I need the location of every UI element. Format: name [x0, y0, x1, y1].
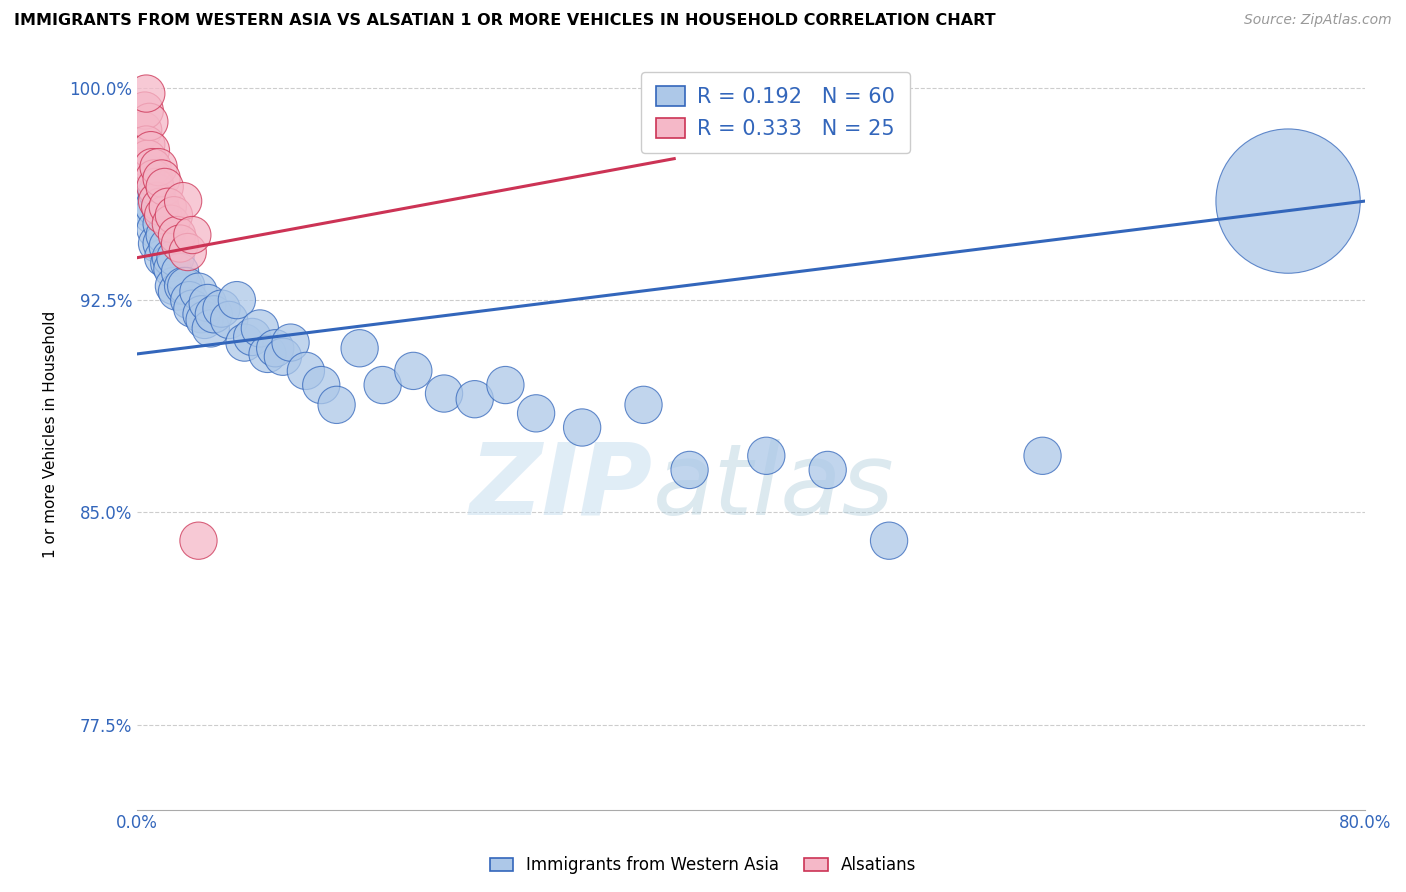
Point: [152, 208, 174, 222]
Point: [571, 420, 593, 434]
Point: [163, 208, 186, 222]
Point: [197, 296, 219, 310]
Point: [153, 228, 176, 243]
Point: [146, 194, 169, 208]
Point: [165, 251, 187, 265]
Point: [271, 350, 294, 364]
Point: [166, 285, 188, 299]
Point: [678, 463, 700, 477]
Point: [1031, 449, 1053, 463]
Point: [1277, 194, 1299, 208]
Text: Source: ZipAtlas.com: Source: ZipAtlas.com: [1244, 13, 1392, 28]
Point: [240, 330, 263, 344]
Point: [139, 143, 162, 157]
Point: [135, 166, 157, 180]
Y-axis label: 1 or more Vehicles in Household: 1 or more Vehicles in Household: [44, 311, 58, 558]
Point: [187, 533, 209, 548]
Point: [325, 398, 347, 412]
Point: [160, 251, 183, 265]
Point: [200, 321, 222, 335]
Point: [194, 313, 217, 327]
Point: [280, 335, 302, 350]
Point: [179, 293, 201, 307]
Point: [817, 463, 839, 477]
Point: [211, 301, 233, 316]
Point: [163, 279, 186, 293]
Point: [181, 301, 204, 316]
Point: [181, 228, 204, 243]
Point: [146, 236, 169, 251]
Point: [218, 313, 240, 327]
Point: [156, 200, 179, 214]
Point: [264, 341, 287, 355]
Point: [169, 236, 191, 251]
Point: [148, 160, 170, 174]
Point: [174, 279, 197, 293]
Point: [143, 171, 166, 186]
Point: [524, 406, 547, 420]
Point: [349, 341, 371, 355]
Point: [371, 378, 394, 392]
Point: [150, 236, 173, 251]
Point: [177, 245, 200, 260]
Text: atlas: atlas: [652, 439, 894, 535]
Point: [166, 228, 188, 243]
Point: [135, 137, 157, 152]
Point: [145, 222, 167, 236]
Point: [145, 180, 167, 194]
Point: [149, 200, 172, 214]
Point: [172, 279, 194, 293]
Point: [233, 335, 256, 350]
Point: [138, 194, 160, 208]
Text: IMMIGRANTS FROM WESTERN ASIA VS ALSATIAN 1 OR MORE VEHICLES IN HOUSEHOLD CORRELA: IMMIGRANTS FROM WESTERN ASIA VS ALSATIAN…: [14, 13, 995, 29]
Point: [877, 533, 900, 548]
Legend: R = 0.192   N = 60, R = 0.333   N = 25: R = 0.192 N = 60, R = 0.333 N = 25: [641, 71, 910, 153]
Point: [494, 378, 516, 392]
Point: [138, 115, 160, 129]
Point: [152, 251, 174, 265]
Point: [150, 217, 173, 231]
Point: [169, 265, 191, 279]
Point: [295, 364, 318, 378]
Point: [132, 123, 155, 137]
Legend: Immigrants from Western Asia, Alsatians: Immigrants from Western Asia, Alsatians: [485, 851, 921, 880]
Point: [202, 307, 225, 321]
Point: [141, 208, 163, 222]
Point: [464, 392, 486, 407]
Point: [141, 160, 163, 174]
Point: [157, 256, 180, 270]
Point: [187, 285, 209, 299]
Point: [146, 186, 169, 200]
Text: ZIP: ZIP: [470, 439, 652, 535]
Point: [136, 152, 159, 166]
Point: [433, 386, 456, 401]
Point: [256, 347, 278, 361]
Point: [309, 378, 332, 392]
Point: [135, 200, 157, 214]
Point: [149, 200, 172, 214]
Point: [135, 87, 157, 101]
Point: [162, 262, 184, 277]
Point: [143, 200, 166, 214]
Point: [150, 171, 173, 186]
Point: [156, 239, 179, 253]
Point: [225, 293, 247, 307]
Point: [633, 398, 655, 412]
Point: [402, 364, 425, 378]
Point: [249, 321, 271, 335]
Point: [134, 103, 156, 118]
Point: [160, 217, 183, 231]
Point: [153, 180, 176, 194]
Point: [190, 307, 212, 321]
Point: [172, 194, 194, 208]
Point: [755, 449, 778, 463]
Point: [132, 180, 155, 194]
